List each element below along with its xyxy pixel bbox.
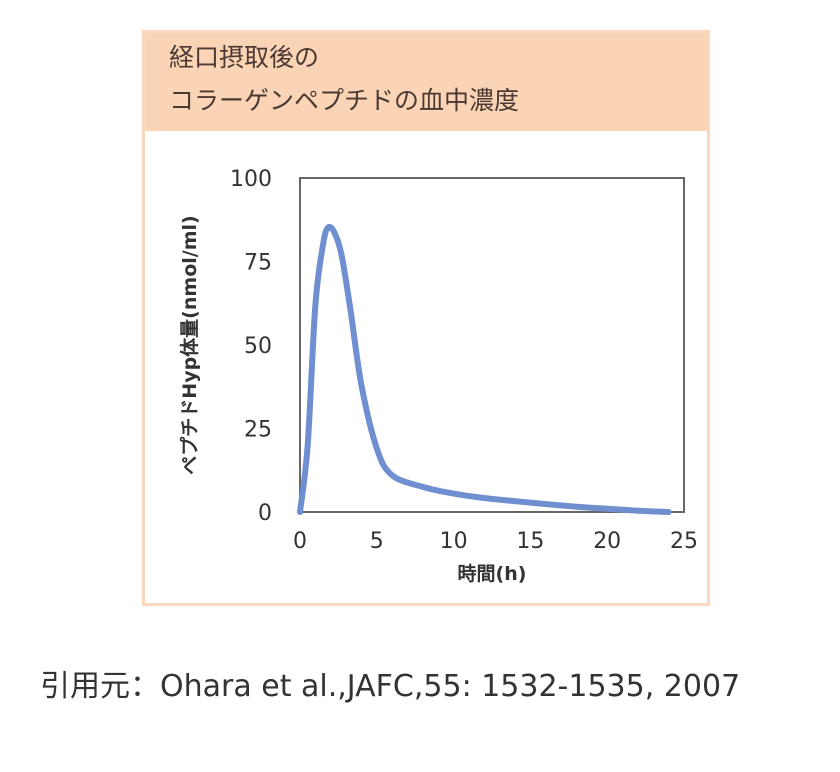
- chart: 0 25 50 75 100 0 5 10 15 20 25 時間(h) ペプチドHyp体量(nm…: [178, 167, 698, 585]
- citation-caption: 引用元：Ohara et al.,JAFC,55: 1532-1535, 200…: [40, 669, 741, 704]
- x-tick-label: 25: [670, 529, 698, 554]
- y-tick-labels: 0 25 50 75 100: [230, 167, 272, 526]
- series-line: [297, 224, 672, 515]
- x-axis-label: 時間(h): [458, 563, 527, 585]
- y-axis-label: ペプチドHyp体量(nmol/ml): [178, 215, 201, 474]
- figure-title-line-1: 経口摂取後の: [169, 43, 320, 72]
- plot-area-frame: [299, 177, 685, 513]
- y-tick-label: 100: [230, 167, 272, 192]
- y-tick-label: 75: [244, 251, 272, 276]
- y-tick-label: 50: [244, 334, 272, 359]
- x-tick-label: 20: [593, 529, 621, 554]
- figure-header: 経口摂取後の コラーゲンペプチドの血中濃度: [145, 33, 707, 131]
- series-group: [297, 224, 672, 515]
- figure-card: 経口摂取後の コラーゲンペプチドの血中濃度: [142, 30, 710, 606]
- y-tick-label: 25: [244, 418, 272, 443]
- figure-title-line-2: コラーゲンペプチドの血中濃度: [169, 86, 520, 115]
- x-tick-label: 5: [370, 529, 384, 554]
- y-tick-label: 0: [258, 501, 272, 526]
- x-tick-label: 15: [516, 529, 544, 554]
- x-tick-label: 0: [293, 529, 307, 554]
- x-tick-labels: 0 5 10 15 20 25: [293, 529, 698, 554]
- x-tick-label: 10: [440, 529, 468, 554]
